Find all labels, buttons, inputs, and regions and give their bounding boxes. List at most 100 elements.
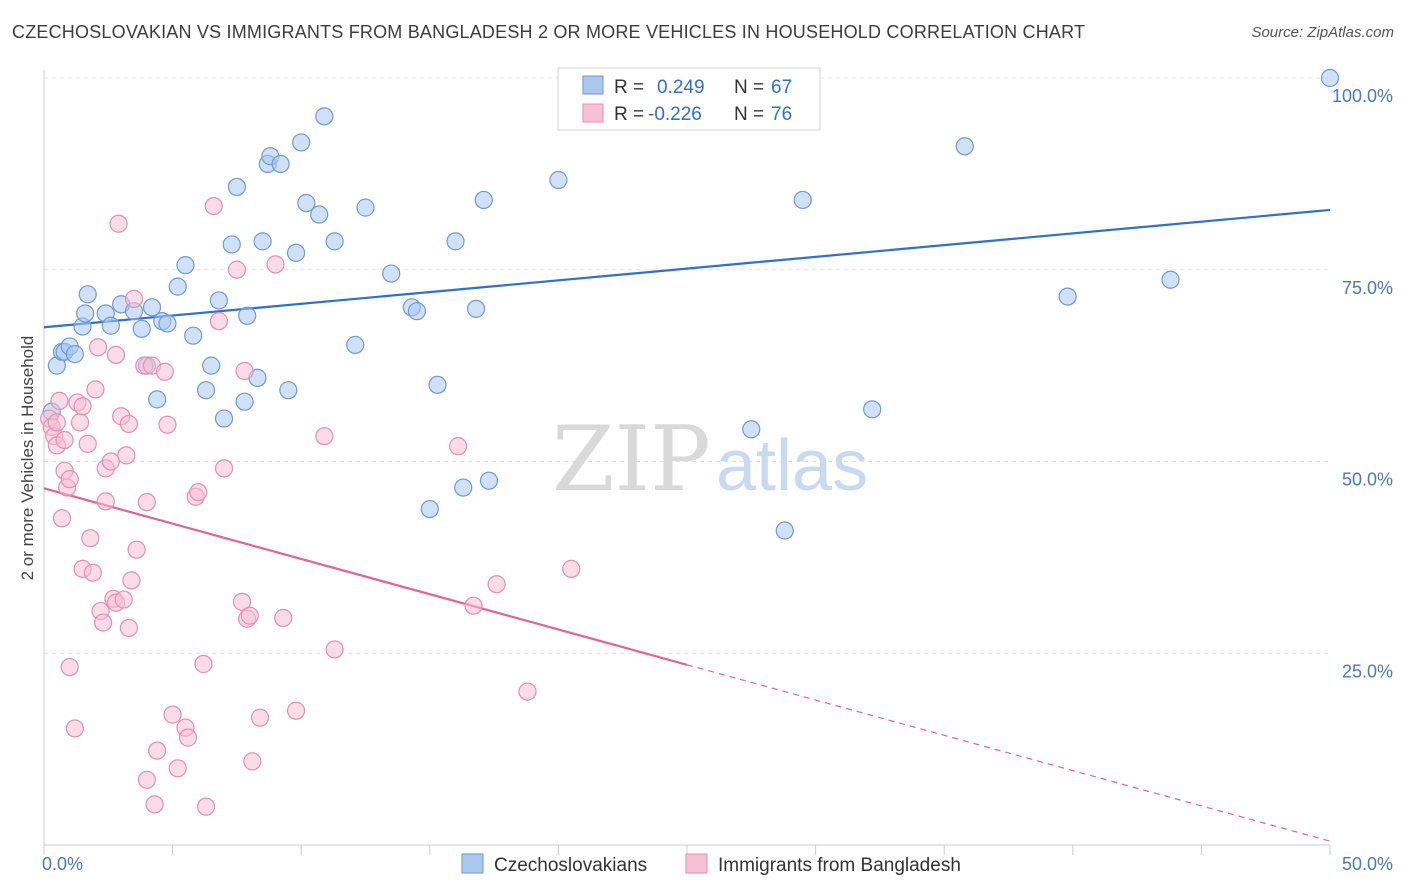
watermark-zip: ZIP bbox=[552, 407, 711, 512]
bangladesh-point bbox=[96, 492, 115, 511]
bangladesh-point bbox=[60, 657, 79, 677]
y-tick-label: 50.0% bbox=[1342, 470, 1393, 490]
labels-layer: 25.0% 50.0% 75.0% 100.0% 0.0% 50.0% bbox=[42, 86, 1393, 874]
czechoslovakian-point bbox=[176, 256, 195, 275]
bangladesh-point bbox=[83, 563, 102, 582]
bangladesh-point bbox=[209, 312, 228, 331]
legend-label-czechoslovakians: Czechoslovakians bbox=[494, 855, 647, 876]
stats-pink-r-value: -0.226 bbox=[648, 104, 702, 125]
stats-blue-r-value: 0.249 bbox=[657, 77, 705, 98]
czechoslovakian-point bbox=[222, 235, 241, 254]
czechoslovakian-point bbox=[279, 381, 298, 400]
source-credit: Source: ZipAtlas.com bbox=[1251, 24, 1394, 41]
bangladesh-point bbox=[562, 559, 581, 578]
bangladesh-point bbox=[158, 415, 177, 434]
czechoslovakian-point bbox=[196, 381, 216, 400]
x-tick-label-min: 0.0% bbox=[42, 854, 83, 874]
grid-layer bbox=[44, 77, 1330, 654]
watermark-atlas: atlas bbox=[716, 426, 868, 506]
axis-layer bbox=[43, 70, 1331, 855]
legend-swatch-czechoslovakians bbox=[461, 853, 484, 874]
stats-pink-r-label: R = bbox=[614, 104, 644, 125]
bangladesh-point bbox=[487, 575, 506, 594]
bangladesh-point bbox=[178, 728, 198, 747]
bangladesh-trend-line bbox=[43, 487, 688, 666]
bangladesh-point bbox=[196, 797, 216, 816]
bangladesh-point bbox=[250, 708, 270, 727]
bangladesh-point bbox=[214, 459, 234, 478]
bangladesh-point bbox=[52, 509, 72, 528]
czechoslovakian-point bbox=[184, 326, 203, 345]
czechoslovakian-point bbox=[428, 375, 447, 394]
czechoslovakian-point bbox=[325, 232, 344, 251]
czechoslovakian-trend-line bbox=[43, 208, 1331, 329]
czechoslovakian-point bbox=[132, 319, 151, 338]
czechoslovakian-point bbox=[407, 302, 427, 321]
bangladesh-point bbox=[119, 618, 138, 638]
czechoslovakian-point bbox=[76, 304, 95, 323]
bangladesh-point bbox=[78, 434, 97, 453]
bangladesh-point bbox=[464, 596, 483, 615]
y-tick-label: 75.0% bbox=[1342, 278, 1393, 298]
stats-blue-r-label: R = bbox=[614, 77, 644, 98]
bangladesh-point bbox=[94, 613, 113, 632]
bangladesh-point bbox=[81, 529, 100, 548]
x-tick-label-max: 50.0% bbox=[1342, 854, 1393, 874]
czechoslovakian-point bbox=[158, 314, 177, 333]
czechoslovakian-point bbox=[214, 409, 234, 428]
chart-title: CZECHOSLOVAKIAN VS IMMIGRANTS FROM BANGL… bbox=[12, 22, 1086, 42]
bangladesh-point bbox=[119, 414, 138, 434]
trend-layer bbox=[43, 208, 1331, 842]
bangladesh-point bbox=[235, 361, 254, 381]
stats-box: R = 0.249 N = 67 R = -0.226 N = 76 bbox=[557, 67, 821, 131]
bangladesh-point bbox=[274, 608, 293, 628]
czechoslovakian-point bbox=[1161, 270, 1180, 289]
czechoslovakian-point bbox=[65, 345, 84, 364]
bangladesh-point bbox=[168, 759, 187, 778]
bangladesh-point bbox=[325, 640, 344, 659]
bangladesh-point bbox=[227, 260, 246, 279]
czechoslovakian-point bbox=[466, 299, 486, 318]
czechoslovakian-point bbox=[202, 356, 221, 375]
czechoslovakian-point bbox=[446, 232, 465, 251]
bangladesh-point bbox=[73, 397, 92, 416]
stats-blue-n-value: 67 bbox=[771, 77, 792, 98]
czechoslovakian-point bbox=[253, 232, 272, 251]
stats-pink-n-value: 76 bbox=[771, 104, 792, 125]
czechoslovakian-point bbox=[382, 264, 401, 283]
bangladesh-point bbox=[50, 391, 69, 411]
bangladesh-point bbox=[286, 701, 306, 720]
czechoslovakian-point bbox=[346, 335, 365, 355]
legend-label-bangladesh: Immigrants from Bangladesh bbox=[718, 855, 961, 876]
bangladesh-point bbox=[127, 540, 146, 559]
bangladesh-trend-line-extension bbox=[686, 664, 1331, 842]
bangladesh-point bbox=[194, 654, 213, 674]
bangladesh-point bbox=[65, 719, 84, 738]
bangladesh-point bbox=[124, 289, 144, 308]
bangladesh-point bbox=[232, 592, 252, 611]
bangladesh-point bbox=[163, 705, 182, 724]
stats-pink-swatch bbox=[582, 103, 604, 123]
czechoslovakian-point bbox=[793, 190, 812, 210]
bangladesh-point bbox=[109, 214, 128, 233]
y-tick-label: 100.0% bbox=[1332, 86, 1393, 106]
bangladesh-point bbox=[137, 770, 156, 789]
czechoslovakian-point bbox=[235, 392, 254, 411]
czechoslovakian-point bbox=[315, 107, 334, 126]
bangladesh-point bbox=[114, 590, 133, 609]
czechoslovakian-point bbox=[1320, 68, 1340, 88]
czechoslovakian-point bbox=[742, 420, 761, 439]
czechoslovakian-point bbox=[78, 285, 97, 304]
bangladesh-point bbox=[204, 196, 223, 216]
czechoslovakian-point bbox=[209, 291, 228, 310]
bangladesh-point bbox=[122, 571, 141, 590]
czechoslovakian-point bbox=[479, 471, 499, 490]
bangladesh-point bbox=[243, 752, 262, 771]
points-layer bbox=[40, 68, 1340, 816]
czechoslovakian-point bbox=[1058, 287, 1077, 306]
bangladesh-point bbox=[155, 362, 174, 381]
legend: Czechoslovakians Immigrants from Banglad… bbox=[461, 853, 961, 876]
bangladesh-point bbox=[55, 430, 74, 450]
bangladesh-point bbox=[106, 345, 126, 364]
